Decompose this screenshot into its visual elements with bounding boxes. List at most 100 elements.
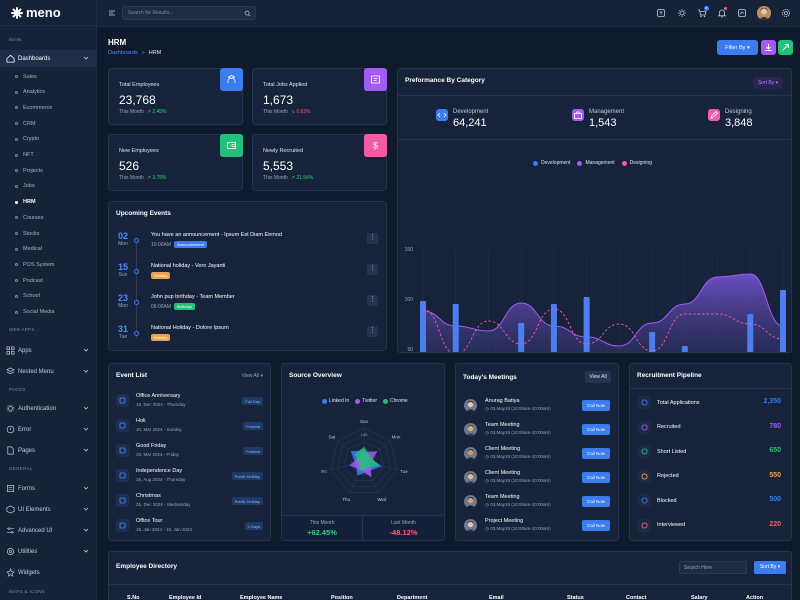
sidebar-subitem-ecommerce[interactable]: Ecommerce bbox=[0, 101, 97, 114]
legend-item[interactable]: Linked In bbox=[322, 398, 349, 404]
menu-toggle-icon[interactable] bbox=[108, 9, 116, 17]
avatar bbox=[464, 399, 477, 412]
legend-item[interactable]: Development bbox=[533, 160, 570, 166]
sidebar-subitem-sales[interactable]: Sales bbox=[0, 70, 97, 83]
more-options-icon[interactable]: ⋮ bbox=[367, 264, 378, 275]
filter-by-button[interactable]: Filter By ▾ bbox=[717, 40, 758, 55]
meeting-title: Project Meeting bbox=[485, 518, 524, 524]
language-icon[interactable] bbox=[656, 8, 666, 18]
table-header-cell[interactable]: Action bbox=[746, 595, 764, 600]
sidebar-item-dashboards[interactable]: Dashboards bbox=[0, 50, 97, 67]
table-header-cell[interactable]: Email bbox=[489, 595, 504, 600]
download-button[interactable] bbox=[761, 40, 776, 55]
legend-item[interactable]: Chrome bbox=[383, 398, 408, 404]
meetings-view-all-button[interactable]: View All bbox=[585, 371, 611, 383]
sidebar-item-utilities[interactable]: Utilities bbox=[0, 543, 97, 560]
avatar[interactable] bbox=[757, 6, 771, 20]
sidebar-subitem-jobs[interactable]: Jobs bbox=[0, 180, 97, 193]
sidebar-subitem-pos-system[interactable]: POS System bbox=[0, 258, 97, 271]
sidebar-subitem-crypto[interactable]: Crypto bbox=[0, 133, 97, 146]
search-input[interactable]: Search for Results... bbox=[122, 6, 256, 20]
logo[interactable]: meno bbox=[0, 0, 96, 26]
stat-change: ↘ 0.62% bbox=[291, 109, 311, 115]
breadcrumb-root[interactable]: Dashboards bbox=[108, 50, 138, 56]
notification-icon[interactable] bbox=[717, 8, 727, 18]
sidebar-subitem-podcast[interactable]: Podcast bbox=[0, 274, 97, 287]
sidebar-subitem-social-media[interactable]: Social Media bbox=[0, 306, 97, 319]
table-header-cell[interactable]: Department bbox=[397, 595, 428, 600]
table-header-cell[interactable]: S.No bbox=[127, 595, 140, 600]
sidebar-subitem-crm[interactable]: CRM bbox=[0, 117, 97, 130]
event-day: 15 bbox=[117, 262, 128, 272]
search-icon[interactable] bbox=[244, 10, 251, 17]
sidebar-item-authentication[interactable]: Authentication bbox=[0, 400, 97, 417]
sidebar-item-forms[interactable]: Forms bbox=[0, 480, 97, 497]
call-now-button[interactable]: Call Now bbox=[582, 520, 610, 531]
event-date: 23 Mon bbox=[115, 293, 131, 309]
more-options-icon[interactable]: ⋮ bbox=[367, 295, 378, 306]
sidebar-item-widgets[interactable]: Widgets bbox=[0, 564, 97, 581]
table-header-cell[interactable]: Contact bbox=[626, 595, 647, 600]
sidebar-item-nested-menu[interactable]: Nested Menu bbox=[0, 363, 97, 380]
development-bar[interactable] bbox=[780, 290, 786, 352]
development-bar[interactable] bbox=[649, 332, 656, 352]
development-bar[interactable] bbox=[518, 323, 525, 352]
settings-icon[interactable] bbox=[781, 8, 791, 18]
divider bbox=[398, 95, 791, 96]
sidebar-subitem-stocks[interactable]: Stocks bbox=[0, 227, 97, 240]
form-icon bbox=[6, 484, 15, 493]
legend-item[interactable]: Management bbox=[577, 160, 615, 166]
theme-toggle-icon[interactable] bbox=[677, 8, 687, 18]
development-bar[interactable] bbox=[452, 304, 459, 352]
development-bar[interactable] bbox=[681, 346, 688, 352]
sidebar-item-apps[interactable]: Apps bbox=[0, 342, 97, 359]
top-header: Search for Results... 5 bbox=[97, 0, 800, 27]
sidebar-subitem-projects[interactable]: Projects bbox=[0, 164, 97, 177]
table-header-cell[interactable]: Status bbox=[567, 595, 584, 600]
legend-item[interactable]: Designing bbox=[621, 160, 652, 166]
development-bar[interactable] bbox=[747, 314, 754, 352]
sidebar-item-error[interactable]: Error bbox=[0, 421, 97, 438]
table-header-cell[interactable]: Employee Id bbox=[169, 595, 202, 600]
table-header-cell[interactable]: Position bbox=[331, 595, 353, 600]
share-button[interactable] bbox=[778, 40, 793, 55]
development-bar[interactable] bbox=[550, 304, 557, 352]
bullet-dot bbox=[15, 216, 18, 220]
meeting-title: Client Meeting bbox=[485, 470, 521, 476]
legend-item[interactable]: Twitter bbox=[355, 398, 377, 404]
more-options-icon[interactable]: ⋮ bbox=[367, 326, 378, 337]
sidebar-subitem-hrm[interactable]: HRM bbox=[0, 196, 97, 209]
meeting-time: ◷ 03,May19 (10:00am-10:00am) bbox=[485, 454, 551, 460]
sidebar-subitem-courses[interactable]: Courses bbox=[0, 211, 97, 224]
sidebar-item-advanced-ui[interactable]: Advanced UI bbox=[0, 522, 97, 539]
sidebar-subitem-analytics[interactable]: Analytics bbox=[0, 86, 97, 99]
sidebar-item-pages[interactable]: Pages bbox=[0, 442, 97, 459]
directory-sort-button[interactable]: Sort By ▾ bbox=[754, 561, 786, 574]
y-tick-label: 100 bbox=[405, 297, 414, 303]
sidebar-subitem-school[interactable]: School bbox=[0, 290, 97, 303]
sidebar-subitem-nft[interactable]: NFT bbox=[0, 149, 97, 162]
stat-value: 5,553 bbox=[263, 159, 294, 173]
directory-search-input[interactable]: Search Here bbox=[679, 561, 747, 574]
table-header-cell[interactable]: Salary bbox=[691, 595, 708, 600]
meeting-time-text: 03,May19 (10:00am-10:00am) bbox=[490, 454, 551, 459]
sidebar-item-ui-elements[interactable]: UI Elements bbox=[0, 501, 97, 518]
apps-icon[interactable] bbox=[737, 8, 747, 18]
event-list-view-all[interactable]: View All ▾ bbox=[241, 373, 263, 379]
development-bar[interactable] bbox=[420, 301, 426, 352]
call-now-button[interactable]: Call Now bbox=[582, 472, 610, 483]
meeting-title: Team Meeting bbox=[485, 494, 520, 500]
sidebar-subitem-medical[interactable]: Medical bbox=[0, 243, 97, 256]
event-date: 15 Sun bbox=[115, 262, 131, 278]
performance-sort-button[interactable]: Sort By ▾ bbox=[753, 77, 783, 89]
call-now-button[interactable]: Call Now bbox=[582, 496, 610, 507]
table-header-cell[interactable]: Employee Name bbox=[240, 595, 283, 600]
development-bar[interactable] bbox=[583, 297, 590, 352]
cart-icon[interactable] bbox=[697, 8, 707, 18]
pipeline-label: Total Applications bbox=[657, 399, 700, 406]
more-options-icon[interactable]: ⋮ bbox=[367, 233, 378, 244]
section-general: GENERAL bbox=[9, 466, 33, 471]
call-now-button[interactable]: Call Now bbox=[582, 424, 610, 435]
call-now-button[interactable]: Call Now bbox=[582, 448, 610, 459]
call-now-button[interactable]: Call Now bbox=[582, 400, 610, 411]
